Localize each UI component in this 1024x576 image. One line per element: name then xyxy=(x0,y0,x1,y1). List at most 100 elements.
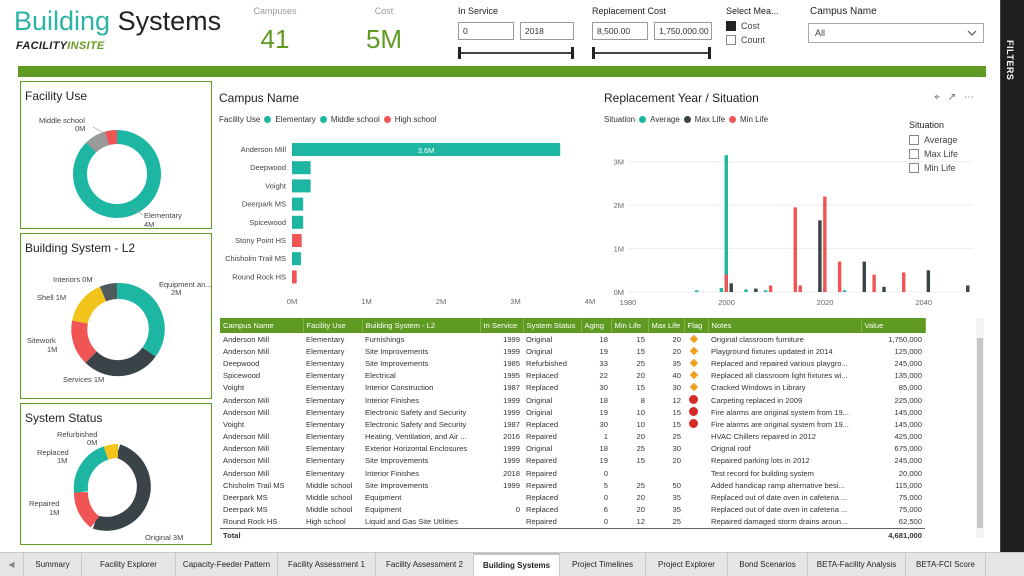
tab-scroll-left-icon[interactable]: ◀ xyxy=(0,553,24,576)
pin-icon[interactable]: ⌖ xyxy=(934,92,940,103)
tab-bond-scenarios[interactable]: Bond Scenarios xyxy=(728,553,808,576)
in-service-slider-min-handle[interactable] xyxy=(458,47,461,59)
legend-max-life[interactable]: Max Life xyxy=(694,115,726,124)
campus-name-dropdown[interactable]: All xyxy=(808,23,984,43)
tab-project-timelines[interactable]: Project Timelines xyxy=(560,553,646,576)
table-row[interactable]: Anderson Mill Elementary Interior Finishes… xyxy=(220,467,925,479)
situation-option-average[interactable]: Average xyxy=(909,135,957,145)
replacement-cost-slider-track[interactable] xyxy=(594,52,710,54)
column-header-campus-name[interactable]: Campus Name xyxy=(220,318,304,333)
building-systems-table[interactable]: Campus Name Facility Use Building System -… xyxy=(220,318,976,548)
flag-cell xyxy=(684,394,708,406)
table-row[interactable]: Deerpark MS Middle school Equipment 0 Replac… xyxy=(220,504,925,516)
facility-use-donut[interactable]: Middle school 0M Elementary 4M xyxy=(21,82,213,230)
table-cell xyxy=(611,467,648,479)
max-life-checkbox[interactable] xyxy=(909,149,919,159)
situation-option-max-life[interactable]: Max Life xyxy=(909,149,958,159)
table-row[interactable]: Anderson Mill Elementary Site Improvements… xyxy=(220,345,925,357)
column-header-min-life[interactable]: Min Life xyxy=(611,318,649,333)
more-options-icon[interactable]: ⋯ xyxy=(964,92,975,103)
table-cell: 25 xyxy=(672,432,681,442)
filters-pane[interactable]: FILTERS xyxy=(1000,0,1024,552)
tab-facility-assessment-2[interactable]: Facility Assessment 2 xyxy=(376,553,474,576)
column-header-system-status[interactable]: System Status xyxy=(523,318,582,333)
legend-elementary[interactable]: Elementary xyxy=(275,115,316,124)
legend-average[interactable]: Average xyxy=(650,115,680,124)
legend-middle-school[interactable]: Middle school xyxy=(330,115,380,124)
table-scrollbar[interactable] xyxy=(976,318,984,538)
table-cell: 20 xyxy=(672,346,681,356)
tab-project-explorer[interactable]: Project Explorer xyxy=(646,553,728,576)
in-service-max-input[interactable]: 2018 xyxy=(520,22,574,40)
replacement-cost-max-input[interactable]: 1,750,000.00 xyxy=(654,22,712,40)
campus-bar xyxy=(292,143,561,156)
replacement-cost-min-input[interactable]: 8,500.00 xyxy=(592,22,648,40)
min-life-checkbox[interactable] xyxy=(909,163,919,173)
legend-high-school[interactable]: High school xyxy=(394,115,437,124)
table-cell: 15 xyxy=(636,334,645,344)
table-row[interactable]: Anderson Mill Elementary Electronic Safety… xyxy=(220,406,925,418)
replacement-cost-slider-min-handle[interactable] xyxy=(592,47,595,59)
count-checkbox[interactable] xyxy=(726,35,736,45)
in-service-min-input[interactable]: 0 xyxy=(458,22,514,40)
tab-beta-fci-score[interactable]: BETA-FCI Score xyxy=(906,553,986,576)
table-row[interactable]: Voight Elementary Electronic Safety and Se… xyxy=(220,418,925,430)
table-row[interactable]: Anderson Mill Elementary Interior Finishes… xyxy=(220,394,925,406)
tab-summary[interactable]: Summary xyxy=(24,553,82,576)
cost-checkbox[interactable] xyxy=(726,21,736,31)
table-cell: 33 xyxy=(599,358,608,368)
table-row[interactable]: Deepwood Elementary Site Improvements 1985 R… xyxy=(220,357,925,369)
column-header-building-system-l2[interactable]: Building System - L2 xyxy=(362,318,481,333)
table-cell: 25 xyxy=(672,517,681,527)
table-cell: 1,750,000 xyxy=(888,334,922,344)
replacement-cost-slider-max-handle[interactable] xyxy=(708,47,711,59)
table-row[interactable]: Deerpark MS Middle school Equipment Replace… xyxy=(220,491,925,503)
year-y-tick: 2M xyxy=(614,201,624,210)
cost-kpi-value: 5M xyxy=(365,24,403,54)
building-system-donut[interactable]: Interiors 0M Equipment an... 2M Shell 1M… xyxy=(21,234,213,400)
focus-mode-icon[interactable]: ↗ xyxy=(947,92,957,103)
table-cell: 12 xyxy=(672,395,681,405)
column-header-value[interactable]: Value xyxy=(861,318,926,333)
tab-facility-assessment-1[interactable]: Facility Assessment 1 xyxy=(278,553,376,576)
table-row[interactable]: Voight Elementary Interior Construction 198… xyxy=(220,382,925,394)
column-header-notes[interactable]: Notes xyxy=(708,318,862,333)
column-header-flag[interactable]: Flag xyxy=(684,318,709,333)
campus-bar-chart[interactable]: Anderson Mill Deepwood Voight Deerpark MS Sp… xyxy=(212,135,602,310)
donut-slice-repaired xyxy=(74,491,100,528)
table-cell: Original xyxy=(526,407,553,417)
tab-capacity-feeder-pattern[interactable]: Capacity-Feeder Pattern xyxy=(176,553,278,576)
column-header-facility-use[interactable]: Facility Use xyxy=(303,318,363,333)
facility-use-label-middle-school: Middle school xyxy=(39,116,85,125)
table-row[interactable]: Anderson Mill Elementary Heating, Ventilat… xyxy=(220,431,925,443)
table-row[interactable]: Round Rock HS High school Liquid and Gas S… xyxy=(220,516,925,528)
campus-name-dropdown-value: All xyxy=(815,28,826,38)
table-row[interactable]: Chisholm Trail MS Middle school Site Impro… xyxy=(220,479,925,491)
legend-min-life[interactable]: Min Life xyxy=(740,115,769,124)
in-service-slider-max-handle[interactable] xyxy=(571,47,574,59)
situation-option-min-life[interactable]: Min Life xyxy=(909,163,956,173)
table-row[interactable]: Spicewood Elementary Electrical 1995 Replace… xyxy=(220,370,925,382)
system-status-donut[interactable]: Refurbished 0M Replaced 1M Repaired 1M O… xyxy=(21,404,213,546)
table-cell: 675,000 xyxy=(894,444,922,454)
column-header-max-life[interactable]: Max Life xyxy=(648,318,685,333)
table-row[interactable]: Anderson Mill Elementary Exterior Horizont… xyxy=(220,443,925,455)
table-scrollbar-thumb[interactable] xyxy=(977,338,983,528)
measure-option-count[interactable]: Count xyxy=(726,35,765,45)
tab-facility-explorer[interactable]: Facility Explorer xyxy=(82,553,176,576)
in-service-slider-track[interactable] xyxy=(460,52,572,54)
column-header-in-service[interactable]: In Service xyxy=(480,318,524,333)
average-checkbox[interactable] xyxy=(909,135,919,145)
page-tab-bar: ◀ Summary Facility Explorer Capacity-Feede… xyxy=(0,552,1024,576)
table-row[interactable]: Anderson Mill Elementary Site Improvements… xyxy=(220,455,925,467)
column-header-aging[interactable]: Aging xyxy=(581,318,612,333)
tab-building-systems[interactable]: Building Systems xyxy=(474,553,560,576)
tab-beta-facility-analysis[interactable]: BETA-Facility Analysis xyxy=(808,553,906,576)
table-row[interactable]: Anderson Mill Elementary Furnishings 1999 Or… xyxy=(220,333,925,345)
table-cell: Anderson Mill xyxy=(223,346,270,356)
campus-category-label: Spicewood xyxy=(249,218,286,227)
measure-option-cost[interactable]: Cost xyxy=(726,21,760,31)
campus-bar xyxy=(292,270,297,284)
replacement-year-chart[interactable]: 0M 1M 2M 3M 1980 2000 2020 2040 xyxy=(598,130,983,310)
table-cell xyxy=(523,527,581,542)
